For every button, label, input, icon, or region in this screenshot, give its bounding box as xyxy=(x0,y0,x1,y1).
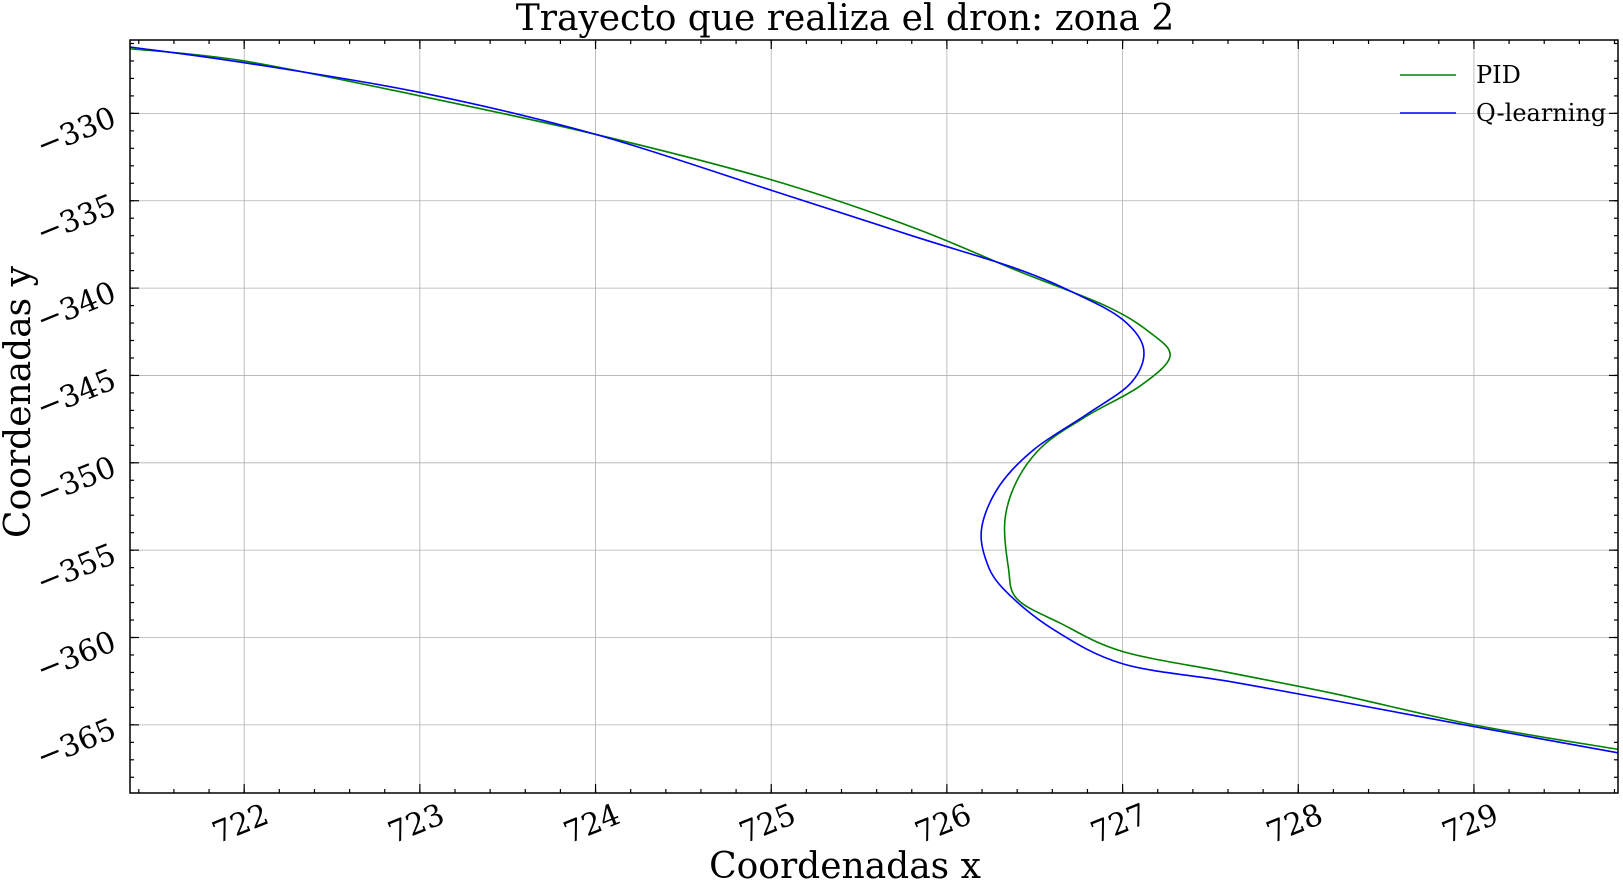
x-tick-label: 726 xyxy=(910,797,976,851)
y-tick-label: −340 xyxy=(31,275,121,338)
y-tick-label: −360 xyxy=(31,624,121,687)
y-tick-label: −335 xyxy=(31,188,121,251)
series-layer xyxy=(129,46,1619,754)
plot-frame xyxy=(129,39,1619,794)
y-tick-label: −365 xyxy=(31,712,121,775)
y-axis-label: Coordenadas y xyxy=(0,265,39,538)
grid-lines xyxy=(130,40,1618,793)
y-tick-label: −350 xyxy=(31,450,121,513)
x-tick-label: 727 xyxy=(1086,797,1152,851)
legend: PID Q-learning xyxy=(1400,61,1606,127)
y-tick-label: −330 xyxy=(31,100,121,163)
y-tick-label: −345 xyxy=(31,362,121,425)
x-tick-label: 722 xyxy=(208,797,274,851)
y-tick-labels: −330 −335 −340 −345 −350 −355 −360 −365 xyxy=(31,100,121,775)
x-axis-label: Coordenadas x xyxy=(709,846,981,887)
legend-label-q-learning: Q-learning xyxy=(1476,99,1606,127)
x-tick-label: 728 xyxy=(1262,797,1328,851)
x-tick-label: 725 xyxy=(735,797,801,851)
ticks xyxy=(130,40,1618,793)
y-tick-label: −355 xyxy=(31,537,121,600)
legend-label-pid: PID xyxy=(1476,61,1521,89)
chart-title: Trayecto que realiza el dron: zona 2 xyxy=(516,0,1175,39)
x-tick-label: 724 xyxy=(559,797,625,851)
series-line-pid xyxy=(129,47,1619,751)
x-tick-label: 723 xyxy=(383,797,449,851)
x-tick-labels: 722 723 724 725 726 727 728 729 xyxy=(208,797,1504,851)
x-tick-label: 729 xyxy=(1437,797,1503,851)
series-line-q-learning xyxy=(129,46,1619,754)
